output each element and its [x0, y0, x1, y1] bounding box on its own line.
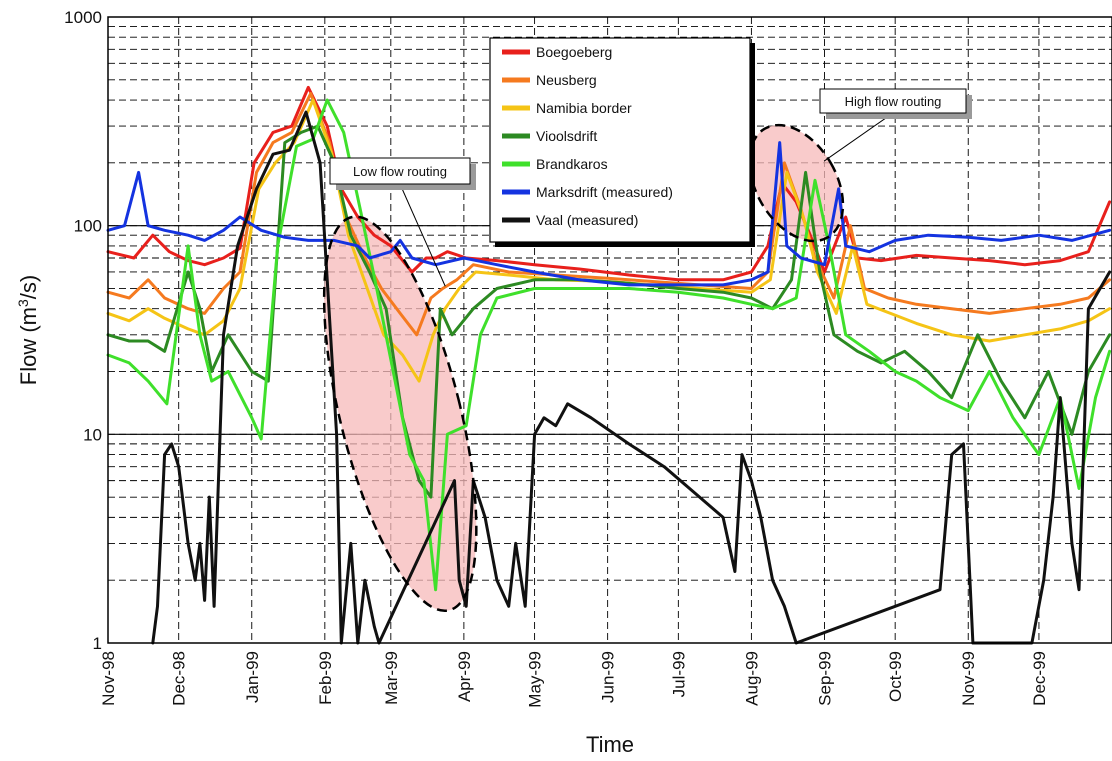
low-flow-callout-box — [329, 157, 471, 185]
x-tick-label: Dec-98 — [170, 651, 189, 706]
legend-label: Boegoeberg — [536, 44, 612, 60]
y-axis-title-main: Flow (m — [16, 307, 41, 385]
y-tick-label: 100 — [74, 217, 102, 236]
annotations: Low flow routing High flow routing — [322, 88, 972, 613]
high-flow-callout-label: High flow routing — [845, 94, 942, 109]
y-tick-label: 1 — [93, 634, 102, 653]
x-tick-label: Nov-98 — [99, 651, 118, 706]
x-tick-label: Jul-99 — [669, 651, 688, 697]
legend-label: Marksdrift (measured) — [536, 184, 673, 200]
y-tick-label: 1000 — [64, 8, 102, 27]
x-tick-label: Sep-99 — [815, 651, 834, 706]
y-axis-title: Flow (m3/s) — [15, 275, 41, 385]
x-tick-label: Jan-99 — [243, 651, 262, 703]
legend-label: Namibia border — [536, 100, 632, 116]
series-line-vioolsdrift — [106, 124, 1112, 499]
x-tick-label: Nov-99 — [959, 651, 978, 706]
tick-labels: 1 10 100 1000 Nov-98 Dec-98 Jan-99 Feb-99 Mar-99… — [64, 8, 1049, 708]
legend-label: Brandkaros — [536, 156, 608, 172]
x-axis-title: Time — [586, 732, 634, 757]
x-tick-label: Apr-99 — [455, 651, 474, 702]
x-tick-label: May-99 — [526, 651, 545, 708]
low-flow-callout-leader — [399, 183, 446, 287]
series-line-namibia-border — [106, 98, 1112, 383]
x-tick-label: Oct-99 — [886, 651, 905, 702]
high-flow-callout-box — [819, 88, 967, 114]
y-axis-title-sup: 3 — [15, 299, 31, 307]
x-tick-label: Feb-99 — [316, 651, 335, 705]
series-line-brandkaros — [106, 98, 1112, 592]
plot-frame — [107, 16, 1112, 644]
series-line-marksdrift-measured — [106, 141, 1112, 287]
x-tick-label: Mar-99 — [382, 651, 401, 705]
y-tick-label: 10 — [83, 425, 102, 444]
legend-box — [489, 37, 751, 243]
series-line-vaal-measured — [151, 110, 1112, 645]
low-flow-ellipse — [322, 215, 478, 613]
x-tick-label: Jun-99 — [599, 651, 618, 703]
y-axis-title-tail: /s) — [16, 275, 41, 299]
series-line-neusberg — [106, 92, 1112, 337]
legend-label: Vaal (measured) — [536, 212, 638, 228]
high-flow-ellipse — [748, 123, 845, 243]
legend: Boegoeberg Neusberg Namibia border Vioolsdr… — [489, 37, 755, 247]
legend-label: Neusberg — [536, 72, 597, 88]
x-tick-label: Aug-99 — [742, 651, 761, 706]
high-flow-callout-leader — [823, 112, 894, 162]
low-flow-callout-label: Low flow routing — [353, 164, 447, 179]
x-tick-label: Dec-99 — [1030, 651, 1049, 706]
series-lines — [106, 85, 1112, 645]
legend-label: Vioolsdrift — [536, 128, 597, 144]
